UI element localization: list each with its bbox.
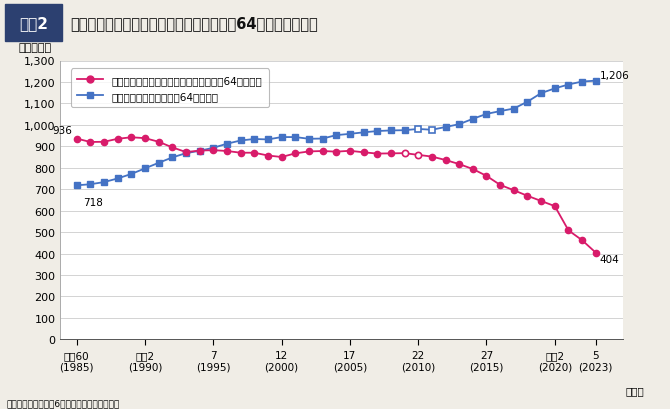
- Legend: 男性雇用者と無業の妻から成る世帯（妻64歳以下）, 雇用者の共働き世帯（妻64歳以下）: 男性雇用者と無業の妻から成る世帯（妻64歳以下）, 雇用者の共働き世帯（妻64歳…: [71, 70, 269, 108]
- Text: （万世帯）: （万世帯）: [18, 43, 51, 53]
- Text: 936: 936: [53, 126, 72, 136]
- Text: 1,206: 1,206: [600, 70, 630, 81]
- Text: 図表2: 図表2: [19, 16, 48, 31]
- Text: 718: 718: [84, 198, 103, 208]
- Text: （年）: （年）: [626, 385, 645, 396]
- Text: 404: 404: [600, 254, 620, 264]
- FancyBboxPatch shape: [5, 4, 62, 43]
- Text: 共働き世帯と専業主婦世帯数の推移（妻が64歳以下の世帯）: 共働き世帯と専業主婦世帯数の推移（妻が64歳以下の世帯）: [70, 16, 318, 31]
- Text: 出典＝内閣府「令和6年版男女共同参画白書」: 出典＝内閣府「令和6年版男女共同参画白書」: [7, 398, 120, 407]
